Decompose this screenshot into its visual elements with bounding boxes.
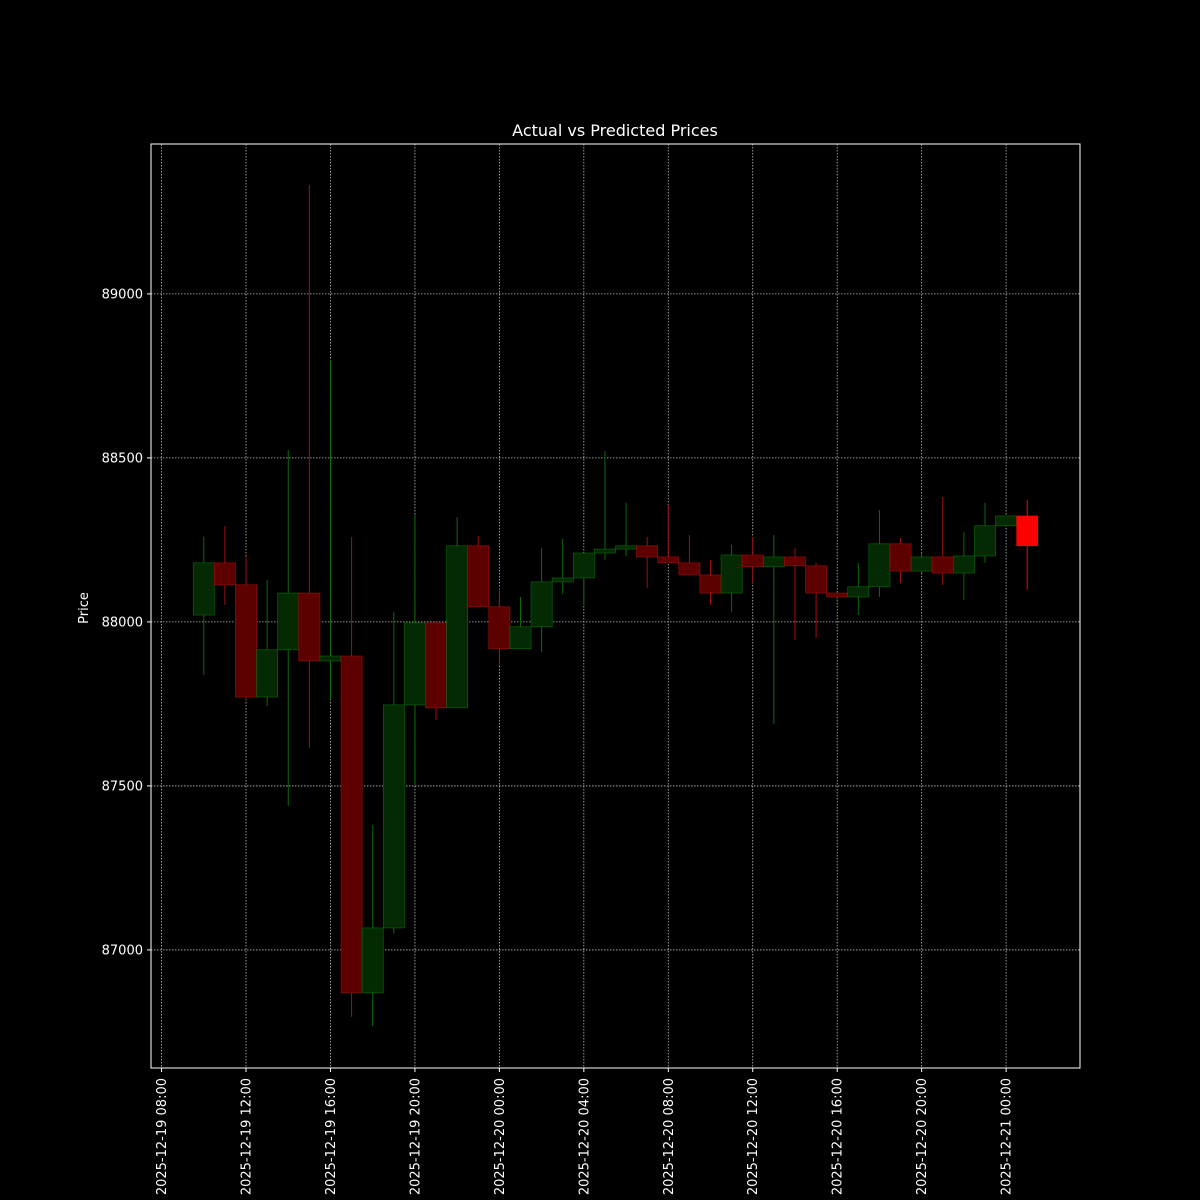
candle-body — [953, 555, 975, 574]
x-tick-label: 2025-12-19 16:00 — [324, 1078, 339, 1195]
candle-body — [657, 556, 680, 564]
x-tick-label: 2025-12-19 12:00 — [240, 1078, 255, 1195]
y-tick-label: 87000 — [102, 943, 143, 958]
y-tick-label: 87500 — [102, 779, 143, 794]
candle-body — [762, 556, 785, 568]
y-tick-label: 89000 — [102, 287, 143, 302]
candle-body — [784, 556, 806, 567]
candle-body — [551, 577, 574, 583]
candle-body — [192, 562, 215, 616]
candle-body — [382, 704, 405, 929]
candle-body — [530, 581, 553, 628]
x-tick-label: 2025-12-20 20:00 — [915, 1078, 930, 1195]
candle-body — [741, 554, 764, 568]
x-tick-label: 2025-12-20 04:00 — [577, 1078, 592, 1195]
x-tick-label: 2025-12-20 16:00 — [831, 1078, 846, 1195]
candle-body — [636, 545, 659, 558]
x-tick-label: 2025-12-20 12:00 — [746, 1078, 761, 1195]
candle-body — [404, 622, 426, 706]
candle-body — [931, 556, 954, 574]
candle-body — [340, 655, 363, 994]
candle-body — [361, 927, 384, 994]
candle-body — [847, 586, 870, 598]
candle-body — [868, 543, 891, 588]
candle-body — [572, 552, 595, 579]
x-tick-label: 2025-12-20 08:00 — [662, 1078, 677, 1195]
chart-title: Actual vs Predicted Prices — [512, 121, 718, 140]
candle-body — [319, 655, 342, 662]
candle-body — [446, 545, 469, 709]
candle-body — [425, 622, 447, 709]
candle-body — [594, 548, 616, 554]
plot-frame — [150, 143, 1081, 1069]
x-tick-label: 2025-12-19 20:00 — [408, 1078, 423, 1195]
candle-body — [298, 592, 321, 662]
candle-body — [256, 649, 278, 698]
candle-body — [214, 562, 236, 586]
candle-body — [235, 584, 257, 698]
candle-body — [615, 545, 637, 550]
candle-body — [889, 543, 912, 572]
x-tick-label: 2025-12-20 00:00 — [493, 1078, 508, 1195]
candle-body — [826, 592, 849, 598]
y-tick-label: 88000 — [102, 615, 143, 630]
candle-body — [1016, 515, 1039, 547]
y-tick-label: 88500 — [102, 451, 143, 466]
candle-body — [995, 515, 1017, 527]
x-tick-label: 2025-12-21 00:00 — [1000, 1078, 1015, 1195]
candle-body — [678, 562, 701, 576]
x-tick-label: 2025-12-19 08:00 — [155, 1078, 170, 1195]
candle-body — [488, 606, 511, 650]
candle-body — [699, 574, 722, 594]
y-axis-label: Price — [77, 592, 92, 624]
candle-body — [805, 565, 827, 594]
candle-body — [910, 556, 933, 572]
candle-body — [467, 545, 490, 608]
candle-body — [720, 554, 743, 594]
candle-body — [277, 592, 300, 651]
candle-body — [509, 626, 532, 650]
candle-body — [974, 525, 996, 557]
